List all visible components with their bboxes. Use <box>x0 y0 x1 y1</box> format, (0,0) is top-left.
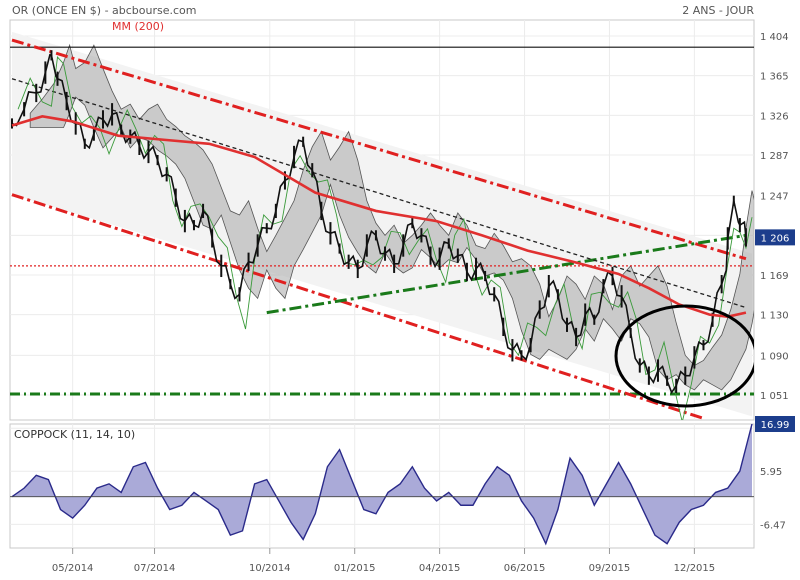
coppock-tick-label: -6.47 <box>760 520 786 531</box>
price-axis: 1 404 1 365 1 326 1 287 1 247 1 169 1 130 1 090… <box>755 32 795 402</box>
coppock-tick-label: 5.95 <box>760 467 782 478</box>
date-tick-label: 12/2015 <box>674 563 716 574</box>
date-tick-label: 09/2015 <box>589 563 631 574</box>
date-tick-label: 04/2015 <box>419 563 461 574</box>
indicator-panel <box>9 423 755 549</box>
coppock-last-label: 16.99 <box>761 420 790 431</box>
last-price-label: 1 206 <box>761 233 790 244</box>
trendline <box>11 38 747 261</box>
trendline <box>11 78 747 309</box>
price-tick-label: 1 169 <box>760 271 789 282</box>
moving-average-line <box>11 115 747 319</box>
date-tick-label: 05/2014 <box>52 563 94 574</box>
ma-legend-label: MM (200) <box>112 20 164 33</box>
coppock-axis: 5.95 -6.47 16.99 <box>755 416 795 531</box>
date-tick-label: 01/2015 <box>334 563 376 574</box>
price-tick-label: 1 090 <box>760 351 789 362</box>
main-plot-area <box>10 31 754 420</box>
date-tick-label: 10/2014 <box>249 563 291 574</box>
annotation-ellipse <box>614 304 754 408</box>
price-tick-label: 1 130 <box>760 311 789 322</box>
trendline <box>11 193 704 420</box>
chart-title: OR (ONCE EN $) - abcbourse.com <box>12 4 197 17</box>
price-tick-label: 1 326 <box>760 111 789 122</box>
price-tick-label: 1 247 <box>760 192 789 203</box>
date-tick-label: 06/2015 <box>504 563 546 574</box>
coppock-title: COPPOCK (11, 14, 10) <box>14 428 135 441</box>
cloud-band <box>29 43 754 391</box>
price-tick-label: 1 365 <box>760 72 789 83</box>
date-tick-label: 07/2014 <box>134 563 176 574</box>
trendline <box>266 233 747 315</box>
coppock-last-badge <box>755 416 795 432</box>
last-price-badge <box>755 229 795 246</box>
price-tick-label: 1 051 <box>760 391 789 402</box>
date-axis: 05/2014 07/2014 10/2014 01/2015 04/2015 06/20… <box>52 548 715 574</box>
signal-line <box>17 55 753 420</box>
price-tick-label: 1 404 <box>760 32 789 43</box>
coppock-line <box>11 424 753 546</box>
period-label: 2 ANS - JOUR <box>682 4 754 17</box>
indicator-plot-area <box>10 424 754 546</box>
price-tick-label: 1 287 <box>760 151 789 162</box>
